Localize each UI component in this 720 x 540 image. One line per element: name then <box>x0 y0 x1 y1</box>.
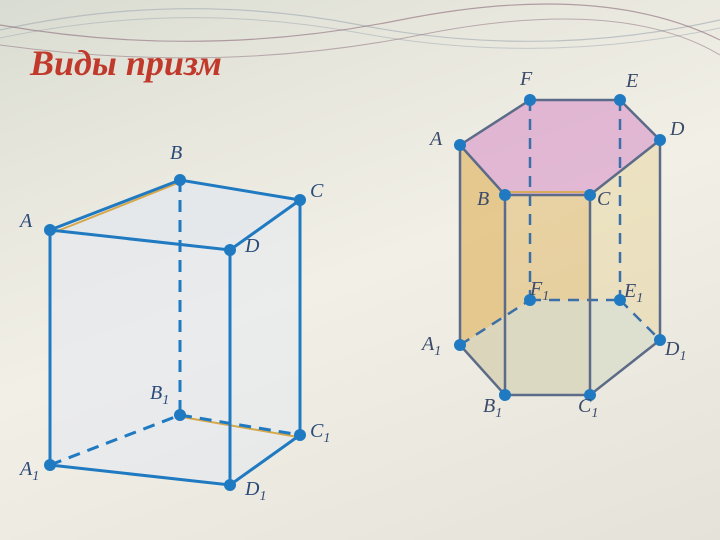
hex-label-F: F <box>520 68 532 91</box>
hex-label-F1: F1 <box>530 278 549 305</box>
hex-label-C1: C1 <box>578 395 598 422</box>
hex-label-B: B <box>477 188 489 211</box>
hex-label-E: E <box>626 70 638 93</box>
hex-label-A: A <box>430 128 442 151</box>
hex-label-B1: B1 <box>483 395 502 422</box>
hex-label-D1: D1 <box>665 338 686 365</box>
hexagonal-prism <box>0 0 720 540</box>
hex-label-E1: E1 <box>624 280 643 307</box>
hex-label-A1: A1 <box>422 333 441 360</box>
hex-label-D: D <box>670 118 684 141</box>
hex-label-C: C <box>597 188 610 211</box>
